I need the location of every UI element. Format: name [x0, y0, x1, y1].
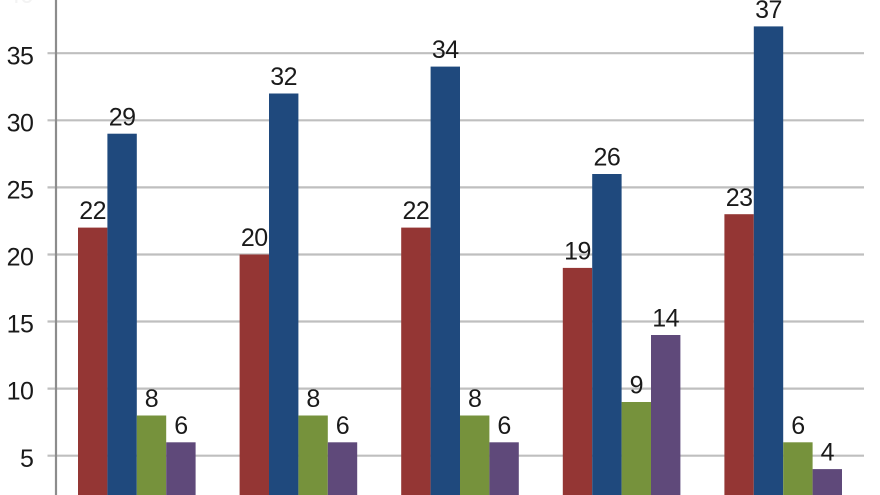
svg-text:29: 29: [109, 103, 136, 131]
svg-text:8: 8: [306, 385, 319, 413]
svg-text:22: 22: [79, 197, 106, 225]
svg-text:23: 23: [726, 184, 753, 212]
svg-text:6: 6: [174, 412, 187, 440]
svg-text:8: 8: [468, 385, 481, 413]
svg-text:6: 6: [336, 412, 349, 440]
svg-text:6: 6: [497, 412, 510, 440]
svg-text:26: 26: [593, 144, 620, 172]
svg-text:32: 32: [270, 63, 297, 91]
svg-text:9: 9: [630, 372, 643, 400]
svg-text:14: 14: [652, 305, 679, 333]
svg-text:30: 30: [7, 109, 34, 137]
svg-text:6: 6: [791, 412, 804, 440]
svg-text:10: 10: [7, 378, 34, 406]
svg-text:19: 19: [564, 238, 591, 266]
svg-text:5: 5: [20, 445, 33, 473]
svg-text:15: 15: [7, 311, 34, 339]
svg-text:40: 40: [7, 0, 34, 9]
svg-text:34: 34: [432, 36, 459, 64]
svg-text:8: 8: [145, 385, 158, 413]
svg-text:25: 25: [7, 177, 34, 205]
svg-text:4: 4: [821, 439, 835, 467]
svg-text:22: 22: [402, 197, 429, 225]
svg-text:20: 20: [7, 244, 34, 272]
svg-text:35: 35: [7, 42, 34, 70]
svg-text:20: 20: [241, 224, 268, 252]
svg-text:37: 37: [755, 0, 782, 24]
